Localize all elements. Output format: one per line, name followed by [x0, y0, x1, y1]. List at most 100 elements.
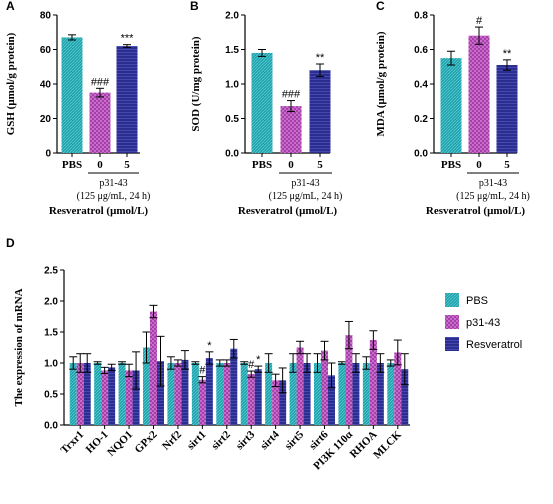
legend-label-p31-43: p31-43	[466, 317, 500, 329]
panel-D-bar-Trxr1-p31-43	[76, 363, 84, 425]
panel-B-x-axis-label: Resveratrol (μmol/L)	[238, 205, 338, 217]
panel-D-category-8: sirt4	[258, 428, 282, 452]
panel-D-ytick-label-0: 0.0	[44, 421, 58, 432]
panel-C-bar-0	[440, 58, 462, 153]
panel-D-letter: D	[6, 236, 15, 250]
panel-D-bar-Nrf2-PBS	[167, 363, 175, 425]
panel-D-bar-GPx2-p31-43	[150, 311, 157, 425]
panel-C-bar-2	[496, 65, 518, 153]
panel-A-sig-2: ***	[121, 33, 135, 45]
panel-D-bar-sirt1-PBS	[191, 363, 199, 425]
panel-D-bar-HO-1-p31-43	[101, 370, 109, 425]
panel-D-ytick-label-4: 2.0	[44, 297, 58, 308]
panel-D-category-13: MLCK	[371, 428, 404, 461]
panel-D-bar-sirt4-PBS	[265, 363, 273, 425]
panel-B-group-sub: (125 μg/mL, 24 h)	[269, 191, 343, 202]
panel-A-y-axis-label: GSH (μmol/g protein)	[5, 32, 17, 135]
panel-C-ytick-label-0: 0.0	[414, 149, 428, 160]
panel-A-ytick-label-3: 60	[40, 45, 52, 56]
panel-D-bar-sirt4-Resveratrol	[279, 380, 287, 425]
panel-B-bar-0	[251, 52, 273, 154]
panel-C-category-1: 0	[476, 159, 482, 171]
panel-D-category-3: GPx2	[133, 428, 160, 455]
panel-D-bar-Trxr1-PBS	[69, 363, 77, 425]
panel-A-group-label: p31-43	[99, 178, 127, 189]
panel-B-bar-1	[280, 106, 302, 153]
panel-D-category-5: sirt1	[185, 429, 209, 453]
panel-C-category-2: 5	[504, 159, 510, 171]
panel-D-bar-MLCK-Resveratrol	[401, 369, 409, 425]
panel-C-ytick-label-3: 0.6	[414, 45, 428, 56]
panel-D-bar-sirt5-p31-43	[296, 347, 304, 425]
panel-D-bar-Trxr1-Resveratrol	[83, 363, 91, 425]
panel-D-bar-sirt6-Resveratrol	[328, 375, 335, 425]
panel-D-sig-1: *	[207, 340, 212, 352]
panel-B-category-0: PBS	[252, 159, 272, 171]
panel-D-y-axis-label: The expression of mRNA	[13, 288, 25, 406]
panel-D-bar-MLCK-p31-43	[394, 352, 402, 425]
panel-D-bar-HO-1-PBS	[94, 363, 102, 425]
panel-D-sig-0: #	[199, 365, 206, 377]
panel-C-ytick-label-1: 0.2	[414, 114, 428, 125]
panel-D-ytick-label-5: 2.5	[44, 266, 58, 277]
panel-D-category-4: Nrf2	[160, 428, 184, 452]
panel-C-y-axis-label: MDA (μmol/g protein)	[375, 31, 387, 136]
panel-D-bar-MLCK-PBS	[387, 363, 395, 425]
panel-B-ytick-label-2: 1.0	[225, 80, 239, 91]
panel-C-group-sub: (125 μg/mL, 24 h)	[456, 191, 530, 202]
panel-A-bar-2	[116, 46, 138, 153]
panel-B-ytick-label-1: 0.5	[225, 114, 239, 125]
panel-B-sig-1: ###	[282, 89, 301, 101]
panel-D-bar-sirt1-Resveratrol	[205, 358, 213, 425]
panel-C-letter: C	[376, 0, 385, 13]
panel-A-ytick-label-0: 0	[45, 149, 51, 160]
panel-A-ytick-label-1: 20	[40, 114, 52, 125]
panel-C-ytick-label-4: 0.8	[414, 11, 428, 22]
legend-label-PBS: PBS	[466, 295, 488, 307]
panel-D-ytick-label-3: 1.5	[44, 328, 58, 339]
panel-B-category-2: 5	[317, 159, 323, 171]
panel-D-bar-RHOA-p31-43	[369, 340, 377, 425]
panel-B-ytick-label-4: 2.0	[225, 11, 239, 22]
panel-C-sig-1: #	[476, 15, 483, 27]
panel-D-sig-2: #	[248, 359, 255, 371]
panel-B-group-label: p31-43	[291, 178, 319, 189]
panel-D-bar-NQO1-PBS	[118, 363, 126, 425]
panel-D-category-6: sirt2	[209, 428, 233, 452]
panel-C-bar-1	[468, 35, 490, 154]
panel-B-bar-2	[309, 70, 331, 153]
panel-D-bar-sirt3-PBS	[240, 363, 248, 425]
panel-D-ytick-label-2: 1.0	[44, 359, 58, 370]
panel-D-bar-Nrf2-p31-43	[174, 363, 182, 425]
panel-D-category-7: sirt3	[234, 428, 258, 452]
panel-D-bar-sirt5-Resveratrol	[303, 363, 311, 425]
panel-C-group-label: p31-43	[479, 178, 507, 189]
panel-A-sig-1: ###	[91, 76, 110, 88]
panel-A-ytick-label-2: 40	[40, 80, 52, 91]
panel-D-bar-sirt2-Resveratrol	[230, 348, 238, 425]
panel-C-ytick-label-2: 0.4	[414, 80, 428, 91]
panel-D-ytick-label-1: 0.5	[44, 390, 58, 401]
panel-D-bar-sirt5-PBS	[289, 363, 297, 425]
panel-A-category-1: 0	[97, 159, 103, 171]
legend-label-Resveratrol: Resveratrol	[466, 339, 522, 351]
panel-D-bar-sirt3-Resveratrol	[254, 369, 262, 425]
panel-C-x-axis-label: Resveratrol (μmol/L)	[426, 205, 526, 217]
panel-D-bar-sirt4-p31-43	[272, 380, 280, 425]
panel-D-bar-GPx2-PBS	[143, 347, 150, 425]
panel-D-bar-PI3K 110α-Resveratrol	[352, 363, 360, 425]
panel-D-bar-Nrf2-Resveratrol	[181, 359, 189, 425]
panel-D-bar-sirt2-p31-43	[223, 363, 231, 425]
panel-D-bar-sirt2-PBS	[216, 363, 224, 425]
panel-A-category-2: 5	[124, 159, 130, 171]
panel-B-y-axis-label: SOD (U/mg protein)	[190, 36, 202, 131]
panel-B-ytick-label-0: 0.0	[225, 149, 239, 160]
legend-swatch-PBS	[445, 293, 459, 307]
panel-D-bar-RHOA-Resveratrol	[376, 363, 384, 425]
panel-A-ytick-label-4: 80	[40, 11, 52, 22]
panel-A-category-0: PBS	[62, 159, 82, 171]
panel-A-bar-1	[89, 92, 111, 153]
panel-D-bar-sirt1-p31-43	[198, 379, 206, 425]
panel-D-bar-sirt3-p31-43	[247, 374, 255, 425]
